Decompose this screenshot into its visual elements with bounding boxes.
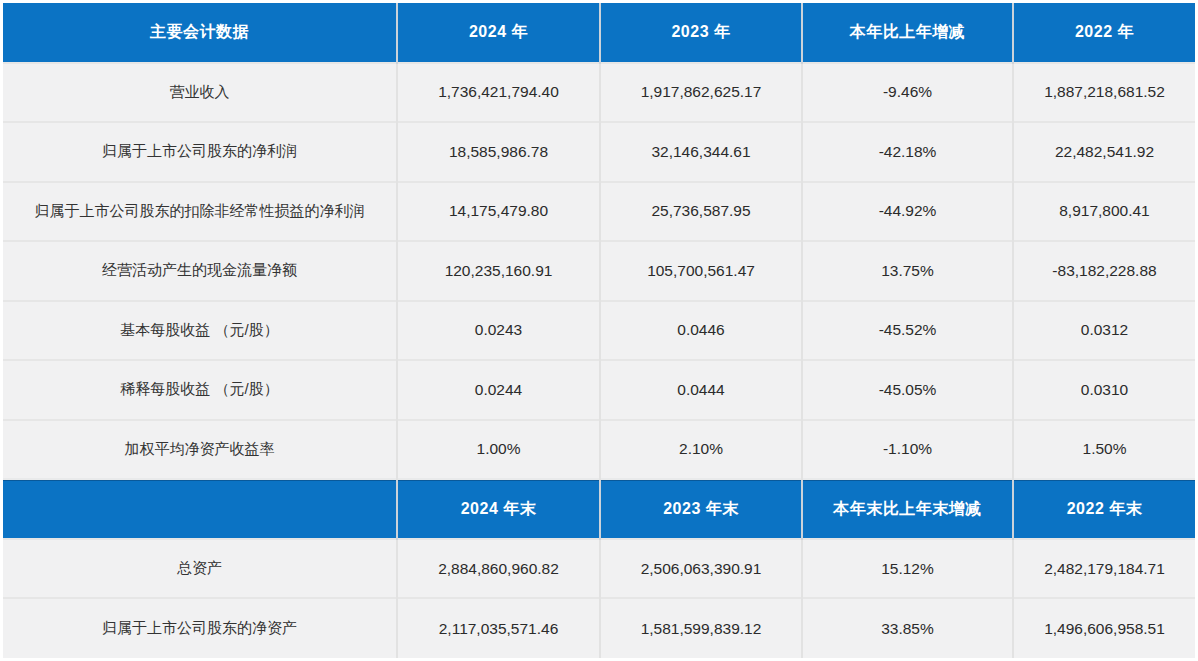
table-row-diluted-eps: 稀释每股收益 （元/股） 0.0244 0.0444 -45.05% 0.031… — [3, 360, 1195, 420]
row-label: 稀释每股收益 （元/股） — [3, 360, 397, 420]
value-cell-change: -42.18% — [802, 122, 1013, 182]
value-cell-2023: 0.0446 — [600, 301, 802, 361]
value-cell-change: 15.12% — [802, 539, 1013, 599]
column-header-2023: 2023 年 — [600, 3, 802, 63]
table-row-weighted-avg-roe: 加权平均净资产收益率 1.00% 2.10% -1.10% 1.50% — [3, 420, 1195, 480]
value-cell-change: -45.05% — [802, 360, 1013, 420]
column-header-2023-year-end: 2023 年末 — [600, 479, 802, 539]
value-cell-2022: 22,482,541.92 — [1013, 122, 1195, 182]
value-cell-2023: 1,917,862,625.17 — [600, 63, 802, 123]
value-cell-2022: 2,482,179,184.71 — [1013, 539, 1195, 599]
table-row-total-assets: 总资产 2,884,860,960.82 2,506,063,390.91 15… — [3, 539, 1195, 599]
value-cell-2024: 0.0244 — [397, 360, 600, 420]
value-cell-2022: 8,917,800.41 — [1013, 182, 1195, 242]
value-cell-2024: 1,736,421,794.40 — [397, 63, 600, 123]
value-cell-2022: -83,182,228.88 — [1013, 241, 1195, 301]
value-cell-2023: 0.0444 — [600, 360, 802, 420]
year-end-header-row: 2024 年末 2023 年末 本年末比上年末增减 2022 年末 — [3, 479, 1195, 539]
row-label: 经营活动产生的现金流量净额 — [3, 241, 397, 301]
table-row-operating-cash-flow: 经营活动产生的现金流量净额 120,235,160.91 105,700,561… — [3, 241, 1195, 301]
column-header-yoy-change: 本年比上年增减 — [802, 3, 1013, 63]
row-label: 归属于上市公司股东的净利润 — [3, 122, 397, 182]
row-label: 总资产 — [3, 539, 397, 599]
value-cell-change: 13.75% — [802, 241, 1013, 301]
value-cell-2024: 18,585,986.78 — [397, 122, 600, 182]
row-label: 基本每股收益 （元/股） — [3, 301, 397, 361]
table-row-net-assets-attributable: 归属于上市公司股东的净资产 2,117,035,571.46 1,581,599… — [3, 598, 1195, 658]
table-row-operating-revenue: 营业收入 1,736,421,794.40 1,917,862,625.17 -… — [3, 63, 1195, 123]
column-header-main-accounting-data: 主要会计数据 — [3, 3, 397, 63]
row-label: 营业收入 — [3, 63, 397, 123]
value-cell-change: -9.46% — [802, 63, 1013, 123]
value-cell-change: -1.10% — [802, 420, 1013, 480]
value-cell-change: -44.92% — [802, 182, 1013, 242]
row-label: 加权平均净资产收益率 — [3, 420, 397, 480]
value-cell-2024: 0.0243 — [397, 301, 600, 361]
table-row-basic-eps: 基本每股收益 （元/股） 0.0243 0.0446 -45.52% 0.031… — [3, 301, 1195, 361]
value-cell-2022: 0.0312 — [1013, 301, 1195, 361]
column-header-blank — [3, 479, 397, 539]
value-cell-2022: 1,496,606,958.51 — [1013, 598, 1195, 658]
value-cell-2022: 1,887,218,681.52 — [1013, 63, 1195, 123]
value-cell-2022: 0.0310 — [1013, 360, 1195, 420]
value-cell-change: -45.52% — [802, 301, 1013, 361]
annual-header-row: 主要会计数据 2024 年 2023 年 本年比上年增减 2022 年 — [3, 3, 1195, 63]
value-cell-2024: 2,117,035,571.46 — [397, 598, 600, 658]
column-header-2022-year-end: 2022 年末 — [1013, 479, 1195, 539]
value-cell-2024: 120,235,160.91 — [397, 241, 600, 301]
table-row-net-profit-attributable: 归属于上市公司股东的净利润 18,585,986.78 32,146,344.6… — [3, 122, 1195, 182]
value-cell-2023: 105,700,561.47 — [600, 241, 802, 301]
value-cell-2024: 2,884,860,960.82 — [397, 539, 600, 599]
table-row-net-profit-excl-nonrecurring: 归属于上市公司股东的扣除非经常性损益的净利润 14,175,479.80 25,… — [3, 182, 1195, 242]
value-cell-2023: 2.10% — [600, 420, 802, 480]
value-cell-2023: 2,506,063,390.91 — [600, 539, 802, 599]
row-label: 归属于上市公司股东的净资产 — [3, 598, 397, 658]
value-cell-2023: 32,146,344.61 — [600, 122, 802, 182]
key-accounting-data-table: 主要会计数据 2024 年 2023 年 本年比上年增减 2022 年 营业收入… — [3, 3, 1195, 658]
financial-summary-page: 主要会计数据 2024 年 2023 年 本年比上年增减 2022 年 营业收入… — [0, 0, 1198, 661]
column-header-year-end-change: 本年末比上年末增减 — [802, 479, 1013, 539]
value-cell-change: 33.85% — [802, 598, 1013, 658]
value-cell-2023: 1,581,599,839.12 — [600, 598, 802, 658]
column-header-2024-year-end: 2024 年末 — [397, 479, 600, 539]
value-cell-2023: 25,736,587.95 — [600, 182, 802, 242]
column-header-2022: 2022 年 — [1013, 3, 1195, 63]
value-cell-2022: 1.50% — [1013, 420, 1195, 480]
value-cell-2024: 14,175,479.80 — [397, 182, 600, 242]
row-label: 归属于上市公司股东的扣除非经常性损益的净利润 — [3, 182, 397, 242]
column-header-2024: 2024 年 — [397, 3, 600, 63]
value-cell-2024: 1.00% — [397, 420, 600, 480]
